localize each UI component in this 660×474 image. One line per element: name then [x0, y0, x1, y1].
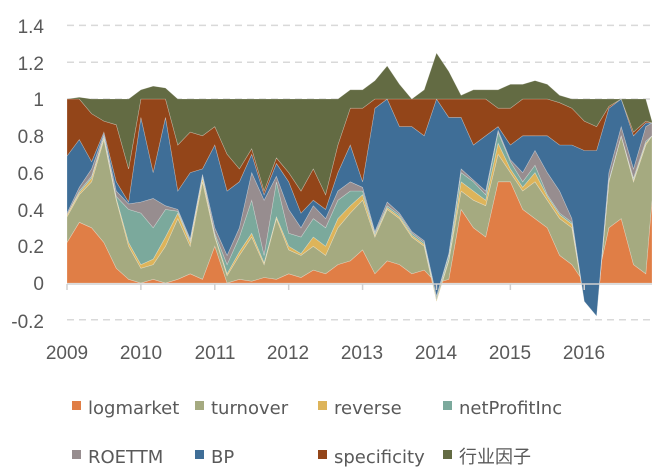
x-tick-label: 2014	[415, 343, 458, 364]
y-tick-label: 0.8	[18, 127, 44, 148]
legend-label-bp: BP	[211, 447, 234, 468]
area-series-7	[66, 52, 653, 196]
legend: logmarket turnover reverse netProfitInc …	[72, 398, 562, 468]
legend-swatch-roettm	[72, 450, 81, 459]
legend-label-specificity: specificity	[334, 447, 425, 468]
area-series-4	[66, 122, 653, 317]
area-series-1	[66, 134, 653, 317]
x-axis-line	[66, 283, 652, 290]
y-tick-label: 1	[33, 90, 44, 111]
legend-swatch-logmarket	[72, 401, 81, 410]
y-axis-labels: 1.4 1.2 1 0.8 0.6 0.4 0.2 0 -0.2	[11, 17, 44, 333]
x-tick-label: 2011	[195, 343, 236, 364]
x-tick-label: 2015	[489, 343, 531, 364]
legend-swatch-industry-factor	[443, 450, 452, 459]
legend-swatch-reverse	[318, 401, 327, 410]
x-tick-label: 2016	[563, 343, 605, 364]
legend-label-logmarket: logmarket	[88, 398, 179, 419]
x-tick-label: 2009	[46, 343, 88, 364]
y-tick-label: 0	[33, 274, 44, 295]
y-tick-label: 1.2	[18, 54, 44, 75]
y-tick-label: 1.4	[18, 17, 45, 38]
legend-label-netprofitinc: netProfitInc	[459, 398, 562, 419]
legend-swatch-bp	[195, 450, 204, 459]
legend-label-reverse: reverse	[334, 398, 402, 419]
legend-label-turnover: turnover	[211, 398, 289, 419]
x-axis-labels: 2009 2010 2011 2012 2013 2014 2015 2016	[46, 343, 605, 364]
legend-swatch-turnover	[195, 401, 204, 410]
area-series	[66, 52, 654, 317]
x-tick-label: 2012	[267, 343, 309, 364]
y-tick-label: 0.2	[18, 237, 44, 258]
legend-label-industry-factor: 行业因子	[459, 447, 531, 468]
legend-swatch-netprofitinc	[443, 401, 452, 410]
legend-label-roettm: ROETTM	[88, 447, 163, 468]
y-tick-label: -0.2	[11, 312, 44, 333]
legend-swatch-specificity	[318, 450, 327, 459]
y-tick-label: 0.6	[18, 164, 44, 185]
x-tick-label: 2013	[341, 343, 383, 364]
x-tick-label: 2010	[120, 343, 162, 364]
area-series-0	[66, 181, 653, 284]
y-tick-label: 0.4	[18, 201, 45, 222]
